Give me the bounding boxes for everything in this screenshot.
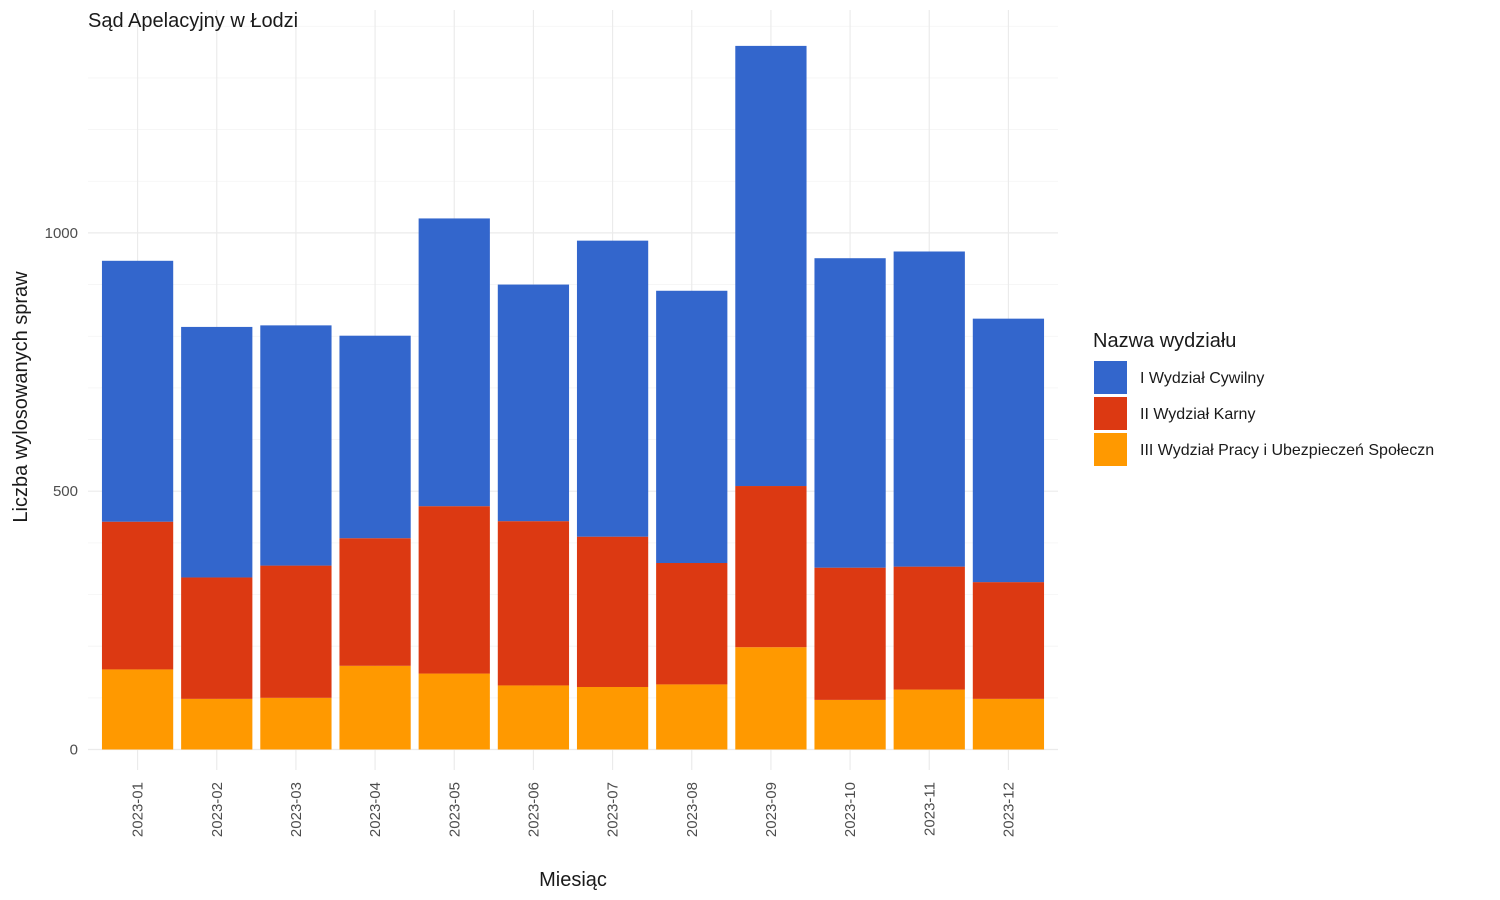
legend-items: I Wydział Cywilny II Wydział Karny III Wyd…	[1094, 361, 1434, 466]
bar-segment-ii-2023-03	[260, 565, 332, 698]
x-tick-label: 2023-04	[367, 782, 384, 837]
bar-segment-iii-2023-12	[972, 698, 1045, 750]
bar-segment-iii-2023-04	[339, 665, 411, 750]
bar-segment-i-2023-06	[497, 284, 570, 522]
bar-segment-ii-2023-07	[576, 536, 649, 687]
x-axis-ticks: 2023-01 2023-02 2023-03 2023-04 2023-05 2023-…	[130, 782, 1018, 837]
bars	[101, 45, 1045, 750]
legend: Nazwa wydziału I Wydział Cywilny II Wydzi…	[1093, 330, 1434, 466]
bar-segment-iii-2023-02	[181, 698, 253, 750]
chart-title: Sąd Apelacyjny w Łodzi	[88, 10, 298, 32]
x-tick-label: 2023-09	[763, 782, 780, 837]
x-tick-label: 2023-07	[605, 782, 622, 837]
x-tick-label: 2023-03	[288, 782, 305, 837]
bar-segment-i-2023-05	[418, 218, 490, 507]
bar-segment-i-2023-09	[735, 45, 807, 487]
y-axis-ticks: 0 500 1000	[45, 225, 78, 759]
x-tick-label: 2023-08	[684, 782, 701, 837]
legend-label: II Wydział Karny	[1140, 406, 1255, 423]
bar-segment-i-2023-11	[893, 251, 965, 567]
bar-segment-iii-2023-09	[735, 647, 807, 750]
bar-segment-i-2023-07	[576, 240, 649, 537]
legend-label: III Wydział Pracy i Ubezpieczeń Społeczn	[1140, 442, 1434, 459]
legend-swatch	[1094, 433, 1127, 466]
bar-segment-ii-2023-01	[101, 521, 174, 670]
legend-swatch	[1094, 361, 1127, 394]
x-tick-label: 2023-01	[130, 782, 147, 837]
bar-segment-i-2023-03	[260, 325, 332, 566]
x-tick-label: 2023-10	[842, 782, 859, 837]
bar-segment-iii-2023-08	[656, 684, 728, 750]
bar-segment-ii-2023-09	[735, 486, 807, 648]
bar-segment-i-2023-04	[339, 335, 411, 539]
bar-segment-iii-2023-03	[260, 697, 332, 750]
bar-segment-ii-2023-05	[418, 506, 490, 674]
bar-segment-iii-2023-10	[814, 699, 886, 750]
bar-segment-ii-2023-02	[181, 577, 253, 699]
x-tick-label: 2023-05	[446, 782, 463, 837]
bar-segment-ii-2023-06	[497, 521, 570, 686]
legend-swatch	[1094, 397, 1127, 430]
bar-segment-ii-2023-12	[972, 582, 1045, 699]
bar-segment-iii-2023-07	[576, 686, 649, 750]
bar-segment-ii-2023-11	[893, 566, 965, 690]
y-tick-label: 0	[70, 742, 78, 759]
x-tick-label: 2023-12	[1000, 782, 1017, 837]
bar-segment-iii-2023-11	[893, 689, 965, 750]
y-tick-label: 1000	[45, 225, 78, 242]
y-tick-label: 500	[53, 483, 78, 500]
y-axis-title: Liczba wylosowanych spraw	[10, 271, 32, 523]
bar-segment-iii-2023-01	[101, 669, 174, 750]
bar-segment-ii-2023-08	[656, 563, 728, 685]
bar-segment-i-2023-08	[656, 290, 728, 564]
x-tick-label: 2023-11	[921, 782, 938, 836]
bar-segment-i-2023-02	[181, 326, 253, 578]
bar-segment-i-2023-10	[814, 258, 886, 568]
bar-segment-i-2023-12	[972, 318, 1045, 583]
bar-segment-iii-2023-05	[418, 673, 490, 750]
bar-segment-ii-2023-10	[814, 567, 886, 700]
bar-segment-ii-2023-04	[339, 538, 411, 666]
bar-segment-iii-2023-06	[497, 685, 570, 750]
x-tick-label: 2023-02	[209, 782, 226, 837]
x-tick-label: 2023-06	[525, 782, 542, 837]
legend-title: Nazwa wydziału	[1093, 330, 1236, 352]
x-axis-title: Miesiąc	[539, 869, 607, 891]
bar-segment-i-2023-01	[101, 260, 174, 522]
legend-label: I Wydział Cywilny	[1140, 370, 1264, 387]
